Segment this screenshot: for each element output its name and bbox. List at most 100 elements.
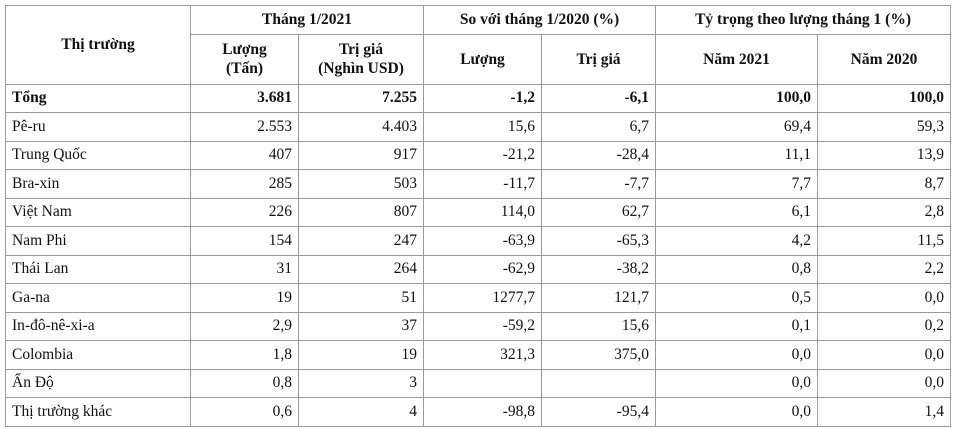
sub-header: Trị giá: [541, 33, 657, 85]
table-row: Thị trường khác 0,6 4 -98,8 -95,4 0,0 1,4: [5, 397, 952, 427]
market-cell: Nam Phi: [5, 226, 191, 256]
value-cell: 1,8: [190, 340, 299, 370]
market-cell: Thái Lan: [5, 254, 191, 284]
market-cell: Pê-ru: [5, 112, 191, 142]
market-cell: In-đô-nê-xi-a: [5, 311, 191, 341]
table-row: Việt Nam 226 807 114,0 62,7 6,1 2,8: [5, 197, 952, 227]
table-row: Nam Phi 154 247 -63,9 -65,3 4,2 11,5: [5, 226, 952, 256]
table-row: Ấn Độ 0,8 3 0,0 0,0: [5, 368, 952, 398]
value-cell: 62,7: [541, 197, 657, 227]
value-cell: 2.553: [190, 112, 299, 142]
market-cell: Tổng: [5, 83, 191, 113]
value-cell: 6,7: [541, 112, 657, 142]
value-cell: -6,1: [541, 83, 657, 113]
value-cell: 13,9: [817, 140, 952, 170]
value-cell: 51: [297, 283, 425, 313]
value-cell: 0,0: [655, 368, 819, 398]
value-cell: 503: [297, 169, 425, 199]
sub-header: Năm 2020: [817, 33, 952, 85]
value-cell: [423, 368, 543, 398]
value-cell: -21,2: [423, 140, 543, 170]
value-cell: 114,0: [423, 197, 543, 227]
market-cell: Bra-xin: [5, 169, 191, 199]
value-cell: 375,0: [541, 340, 657, 370]
value-cell: 1,4: [817, 397, 952, 427]
sub-header: Lượng (Tấn): [190, 33, 299, 85]
value-cell: -62,9: [423, 254, 543, 284]
market-cell: Ga-na: [5, 283, 191, 313]
value-cell: 121,7: [541, 283, 657, 313]
value-cell: 807: [297, 197, 425, 227]
value-cell: -63,9: [423, 226, 543, 256]
value-cell: 59,3: [817, 112, 952, 142]
value-cell: -11,7: [423, 169, 543, 199]
market-cell: Việt Nam: [5, 197, 191, 227]
value-cell: 100,0: [655, 83, 819, 113]
value-cell: 7,7: [655, 169, 819, 199]
value-cell: 0,5: [655, 283, 819, 313]
table-row: Ga-na 19 51 1277,7 121,7 0,5 0,0: [5, 283, 952, 313]
value-cell: -38,2: [541, 254, 657, 284]
sub-header: Trị giá (Nghìn USD): [297, 33, 425, 85]
value-cell: 321,3: [423, 340, 543, 370]
group-header: Tỷ trọng theo lượng tháng 1 (%): [655, 5, 952, 35]
value-cell: 0,1: [655, 311, 819, 341]
group-header: So với tháng 1/2020 (%): [423, 5, 657, 35]
value-cell: 264: [297, 254, 425, 284]
value-cell: 100,0: [817, 83, 952, 113]
value-cell: -7,7: [541, 169, 657, 199]
value-cell: 15,6: [541, 311, 657, 341]
value-cell: 1277,7: [423, 283, 543, 313]
value-cell: 19: [297, 340, 425, 370]
value-cell: 3.681: [190, 83, 299, 113]
value-cell: -1,2: [423, 83, 543, 113]
value-cell: 407: [190, 140, 299, 170]
value-cell: 2,8: [817, 197, 952, 227]
table-row: In-đô-nê-xi-a 2,9 37 -59,2 15,6 0,1 0,2: [5, 311, 952, 341]
value-cell: 37: [297, 311, 425, 341]
value-cell: 0,0: [655, 340, 819, 370]
value-cell: 2,9: [190, 311, 299, 341]
value-cell: 4: [297, 397, 425, 427]
value-cell: 19: [190, 283, 299, 313]
value-cell: 15,6: [423, 112, 543, 142]
value-cell: 11,1: [655, 140, 819, 170]
value-cell: 285: [190, 169, 299, 199]
value-cell: 0,0: [817, 368, 952, 398]
market-cell: Thị trường khác: [5, 397, 191, 427]
value-cell: 0,2: [817, 311, 952, 341]
table-row: Thái Lan 31 264 -62,9 -38,2 0,8 2,2: [5, 254, 952, 284]
value-cell: 6,1: [655, 197, 819, 227]
value-cell: 4.403: [297, 112, 425, 142]
table-row: Colombia 1,8 19 321,3 375,0 0,0 0,0: [5, 340, 952, 370]
value-cell: 0,0: [817, 283, 952, 313]
value-cell: 69,4: [655, 112, 819, 142]
value-cell: 0,8: [190, 368, 299, 398]
value-cell: 917: [297, 140, 425, 170]
value-cell: 0,6: [190, 397, 299, 427]
value-cell: 247: [297, 226, 425, 256]
value-cell: 3: [297, 368, 425, 398]
table-row: Bra-xin 285 503 -11,7 -7,7 7,7 8,7: [5, 169, 952, 199]
market-header: Thị trường: [5, 5, 191, 85]
value-cell: 0,0: [817, 340, 952, 370]
value-cell: 0,8: [655, 254, 819, 284]
value-cell: -28,4: [541, 140, 657, 170]
market-cell: Trung Quốc: [5, 140, 191, 170]
value-cell: [541, 368, 657, 398]
market-cell: Ấn Độ: [5, 368, 191, 398]
value-cell: -98,8: [423, 397, 543, 427]
market-cell: Colombia: [5, 340, 191, 370]
value-cell: 31: [190, 254, 299, 284]
value-cell: 8,7: [817, 169, 952, 199]
data-table: Thị trường Tháng 1/2021 So với tháng 1/2…: [5, 5, 952, 427]
value-cell: 7.255: [297, 83, 425, 113]
value-cell: 4,2: [655, 226, 819, 256]
value-cell: -95,4: [541, 397, 657, 427]
sub-header: Năm 2021: [655, 33, 819, 85]
sub-header: Lượng: [423, 33, 543, 85]
group-header: Tháng 1/2021: [189, 5, 425, 35]
table-row: Tổng 3.681 7.255 -1,2 -6,1 100,0 100,0: [5, 83, 952, 113]
value-cell: -65,3: [541, 226, 657, 256]
